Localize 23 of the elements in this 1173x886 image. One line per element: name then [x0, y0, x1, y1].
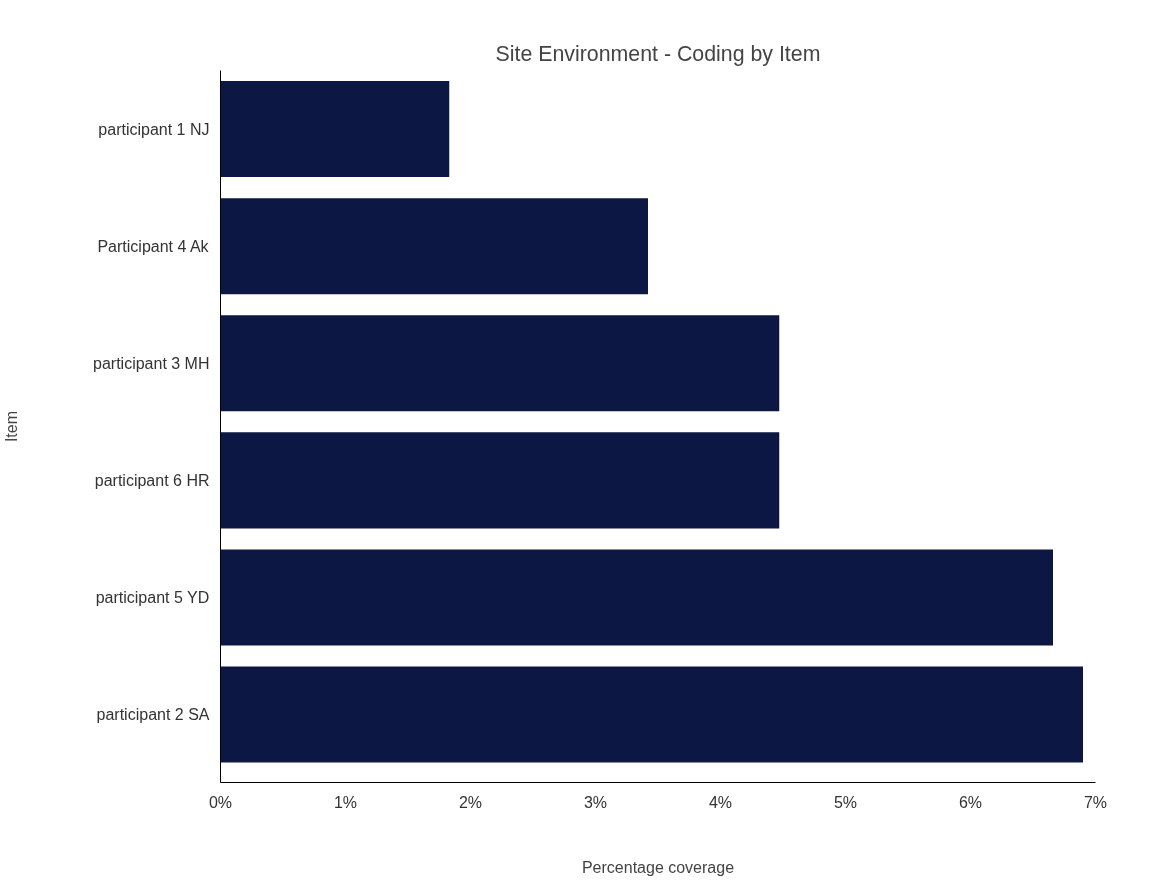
x-tick-label: 6% — [958, 793, 983, 811]
y-tick-label: participant 5 YD — [95, 588, 210, 606]
chart-title: Site Environment - Coding by Item — [495, 41, 821, 66]
x-axis-title: Percentage coverage — [581, 858, 735, 876]
bar — [220, 315, 780, 412]
y-tick-label: participant 2 SA — [96, 706, 210, 724]
bar — [220, 81, 450, 178]
x-tick-label: 0% — [208, 793, 233, 811]
y-tick-label: participant 3 MH — [93, 354, 210, 372]
x-tick-label: 4% — [708, 793, 733, 811]
x-tick-label: 5% — [833, 793, 858, 811]
y-axis-title: Item — [3, 410, 21, 443]
x-tick-label: 1% — [333, 793, 358, 811]
bar — [220, 432, 780, 529]
bar — [220, 666, 1083, 763]
bar — [220, 198, 648, 295]
x-tick-label: 3% — [583, 793, 608, 811]
y-tick-label: participant 1 NJ — [98, 120, 210, 138]
y-tick-label: participant 6 HR — [94, 471, 210, 489]
y-tick-label: Participant 4 Ak — [97, 237, 210, 255]
x-tick-label: 7% — [1083, 793, 1108, 811]
bar — [220, 549, 1053, 646]
x-tick-label: 2% — [458, 793, 483, 811]
